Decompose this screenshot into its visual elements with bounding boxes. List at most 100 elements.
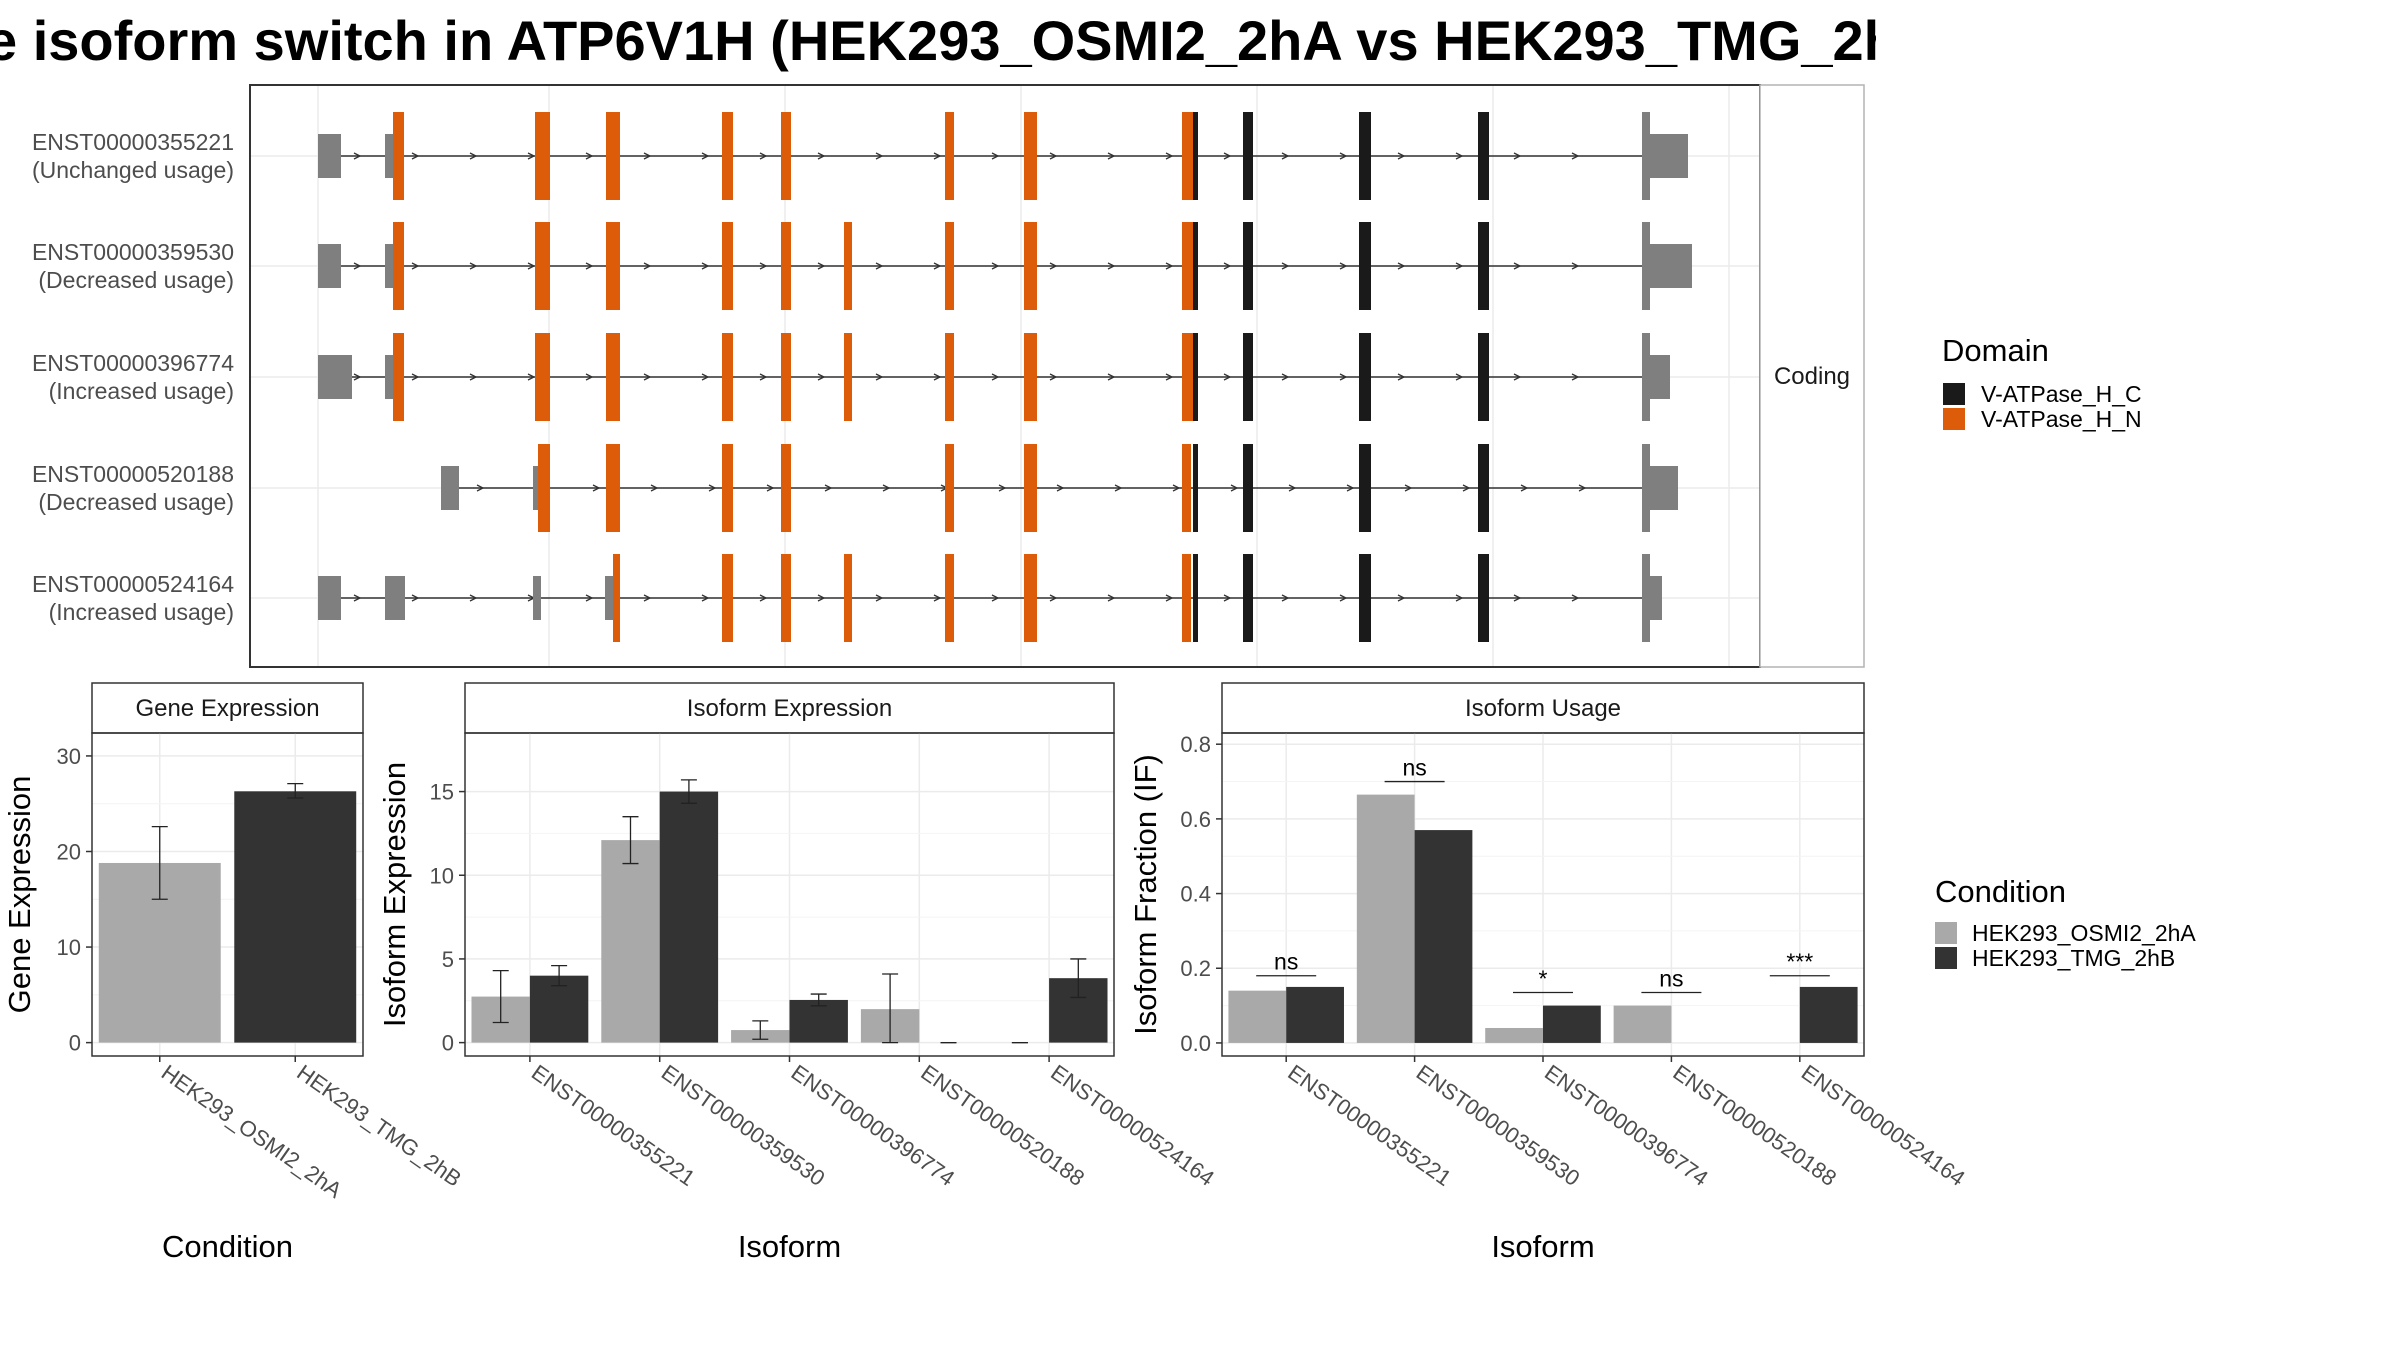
exon-domain-n bbox=[945, 333, 954, 421]
utr-exon bbox=[318, 134, 341, 178]
figure-title: e isoform switch in ATP6V1H (HEK293_OSMI… bbox=[0, 9, 1876, 72]
strand-arrow bbox=[1223, 594, 1232, 602]
isoform-status-label: (Decreased usage) bbox=[38, 267, 234, 293]
significance-label: * bbox=[1539, 966, 1548, 992]
bar bbox=[1613, 1005, 1672, 1043]
bar bbox=[529, 975, 589, 1043]
strand-arrow bbox=[882, 484, 891, 492]
y-tick-label: 0 bbox=[442, 1031, 454, 1056]
utr-exon bbox=[318, 355, 352, 399]
utr-exon bbox=[385, 134, 393, 178]
strand-arrow bbox=[759, 152, 768, 160]
strand-arrow bbox=[411, 152, 420, 160]
bar bbox=[659, 791, 719, 1043]
exon-domain-n bbox=[1184, 333, 1193, 421]
utr-exon bbox=[318, 244, 341, 288]
utr-exon bbox=[1642, 222, 1650, 310]
exon-domain-n bbox=[781, 333, 791, 421]
exon-domain-n bbox=[945, 112, 954, 200]
exon-domain-c bbox=[1193, 112, 1198, 200]
strand-arrow bbox=[708, 484, 717, 492]
y-tick-label: 0.6 bbox=[1180, 807, 1211, 832]
strand-arrow bbox=[991, 373, 1000, 381]
condition-legend-label: HEK293_TMG_2hB bbox=[1972, 945, 2175, 971]
strand-arrow bbox=[1165, 262, 1174, 270]
utr-exon bbox=[533, 576, 541, 620]
utr-exon bbox=[385, 244, 393, 288]
utr-exon bbox=[1642, 554, 1650, 642]
strand-arrow bbox=[824, 484, 833, 492]
exon-domain-n bbox=[606, 222, 620, 310]
bar bbox=[789, 999, 848, 1043]
exon-domain-n bbox=[606, 444, 620, 532]
strand-arrow bbox=[585, 373, 594, 381]
condition-legend-swatch bbox=[1935, 922, 1957, 944]
utr-exon bbox=[1650, 355, 1670, 399]
exon-domain-n bbox=[781, 444, 791, 532]
exon-domain-c bbox=[1243, 333, 1253, 421]
strand-arrow bbox=[527, 262, 536, 270]
bar bbox=[1356, 794, 1415, 1043]
exon-domain-c bbox=[1478, 333, 1489, 421]
exon-domain-c bbox=[1359, 444, 1371, 532]
exon-domain-n bbox=[722, 222, 733, 310]
strand-arrow bbox=[411, 262, 420, 270]
utr-exon bbox=[1650, 466, 1678, 510]
strand-arrow bbox=[469, 373, 478, 381]
strand-arrow bbox=[1223, 152, 1232, 160]
exon-domain-n bbox=[538, 444, 550, 532]
exon-domain-n bbox=[1024, 112, 1037, 200]
exon-domain-n bbox=[393, 112, 404, 200]
strand-arrow bbox=[998, 484, 1007, 492]
utr-exon bbox=[318, 576, 341, 620]
y-axis-title: Isoform Expression bbox=[377, 762, 412, 1027]
strand-arrow bbox=[1165, 594, 1174, 602]
y-tick-label: 0.0 bbox=[1180, 1031, 1211, 1056]
strand-arrow bbox=[643, 152, 652, 160]
domain-legend-swatch bbox=[1943, 408, 1965, 430]
x-axis-title: Condition bbox=[162, 1229, 293, 1264]
exon-domain-n bbox=[393, 222, 404, 310]
exon-domain-n bbox=[781, 554, 791, 642]
exon-domain-c bbox=[1359, 222, 1371, 310]
strand-arrow bbox=[353, 152, 362, 160]
strand-arrow bbox=[476, 484, 485, 492]
strand-arrow bbox=[1571, 152, 1580, 160]
strand-arrow bbox=[1172, 484, 1181, 492]
strand-arrow bbox=[933, 373, 942, 381]
y-tick-label: 0.8 bbox=[1180, 732, 1211, 757]
strand-arrow bbox=[1455, 373, 1464, 381]
strand-arrow bbox=[1513, 262, 1522, 270]
bar bbox=[234, 791, 357, 1043]
strand-arrow bbox=[411, 594, 420, 602]
strand-arrow bbox=[585, 594, 594, 602]
strand-arrow bbox=[1281, 262, 1290, 270]
bar bbox=[1485, 1027, 1543, 1043]
structure-panel-bg bbox=[250, 85, 1760, 667]
domain-legend-swatch bbox=[1943, 383, 1965, 405]
isoform-status-label: (Increased usage) bbox=[49, 378, 234, 404]
exon-domain-n bbox=[722, 333, 733, 421]
significance-label: ns bbox=[1659, 966, 1683, 992]
exon-domain-n bbox=[1182, 444, 1191, 532]
exon-domain-n bbox=[781, 112, 791, 200]
facet-strip-right bbox=[1759, 84, 1865, 668]
y-tick-label: 5 bbox=[442, 947, 454, 972]
exon-domain-c bbox=[1478, 554, 1489, 642]
exon-domain-c bbox=[1243, 222, 1253, 310]
panel-border bbox=[91, 732, 364, 1057]
isoform-id-label: ENST00000355221 bbox=[32, 129, 234, 155]
strand-arrow bbox=[527, 152, 536, 160]
strand-arrow bbox=[1049, 373, 1058, 381]
utr-exon bbox=[385, 355, 393, 399]
strand-arrow bbox=[469, 262, 478, 270]
y-tick-label: 20 bbox=[57, 839, 81, 864]
facet-strip bbox=[464, 682, 1115, 734]
y-tick-label: 0.2 bbox=[1180, 956, 1211, 981]
strand-arrow bbox=[1404, 484, 1413, 492]
strand-arrow bbox=[1513, 594, 1522, 602]
bar bbox=[1228, 990, 1287, 1043]
strand-arrow bbox=[1578, 484, 1587, 492]
facet-strip bbox=[91, 682, 364, 734]
strand-arrow bbox=[1281, 594, 1290, 602]
